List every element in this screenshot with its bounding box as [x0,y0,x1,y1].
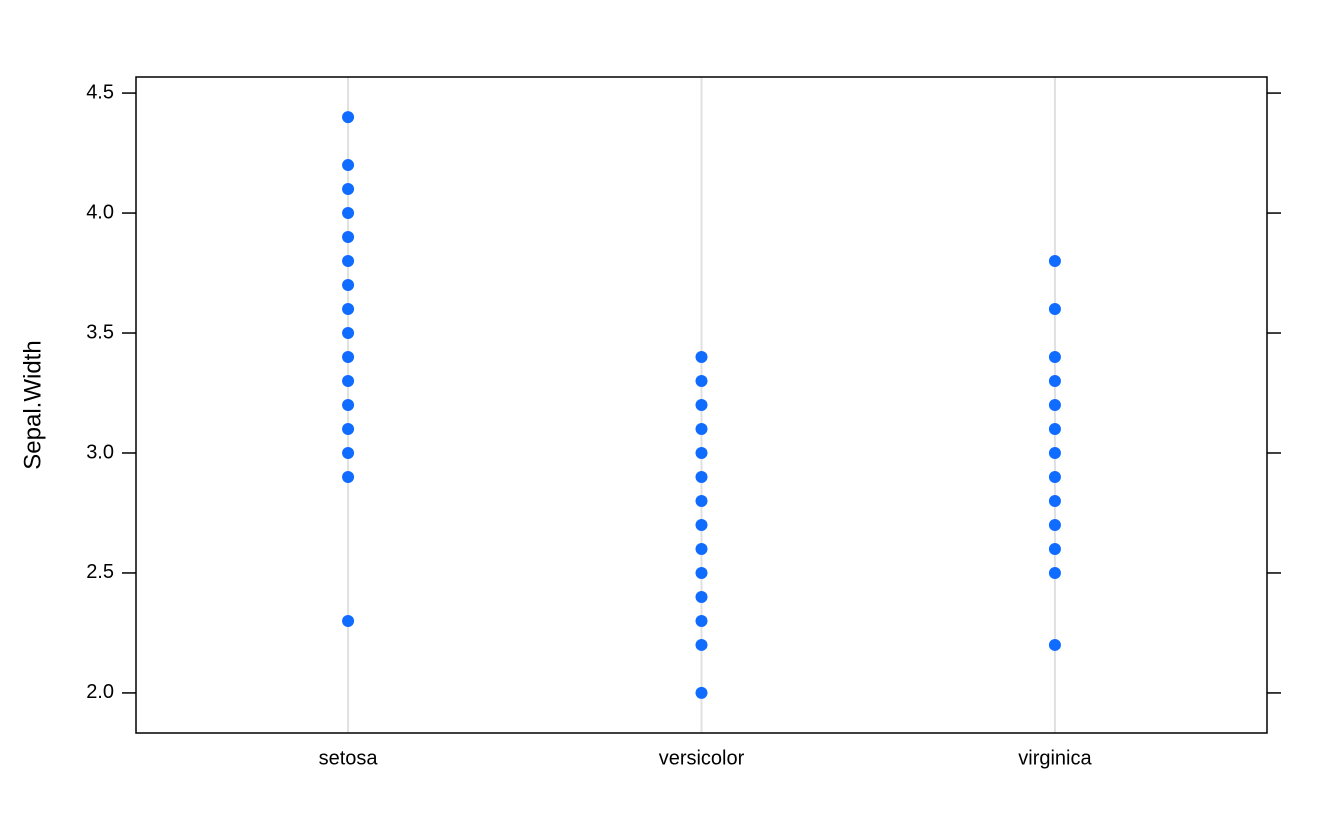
point [342,111,355,124]
point [695,566,708,579]
y-axis-label: Sepal.Width [19,340,46,469]
y-tick-label: 4.0 [86,201,114,223]
y-tick-label: 2.5 [86,561,114,583]
point [695,518,708,531]
y-tick-label: 2.0 [86,681,114,703]
point [695,494,708,507]
point [342,375,355,388]
point [695,399,708,411]
point [695,470,708,483]
point [342,207,355,220]
point [1048,303,1061,316]
point [1048,638,1061,651]
point [1048,566,1061,579]
point [695,638,708,651]
x-tick-label: versicolor [659,747,745,769]
point [342,303,355,316]
point [1048,494,1061,507]
point [695,422,708,435]
y-tick-label: 3.5 [86,321,114,343]
point [342,470,355,483]
x-tick-label: setosa [319,747,379,769]
point [1048,470,1061,483]
point [342,327,355,340]
point [695,614,708,627]
point [1048,542,1061,555]
point [695,686,708,699]
point [342,279,355,292]
point [695,590,708,603]
point [342,399,355,411]
point [342,351,355,364]
point [342,614,355,627]
point [1048,351,1061,364]
point [1048,422,1061,435]
point [1048,255,1061,268]
point [342,159,355,172]
point [1048,518,1061,531]
y-tick-label: 4.5 [86,81,114,103]
point [342,183,355,196]
point [695,542,708,555]
point [1048,446,1061,459]
point [1048,399,1061,411]
point [695,351,708,364]
point [342,255,355,268]
y-tick-label: 3.0 [86,441,114,463]
point [342,446,355,459]
x-tick-label: virginica [1018,747,1092,769]
point [1048,375,1061,388]
point [695,375,708,388]
point [342,231,355,244]
point [342,422,355,435]
point [695,446,708,459]
plot-frame [135,76,1268,734]
